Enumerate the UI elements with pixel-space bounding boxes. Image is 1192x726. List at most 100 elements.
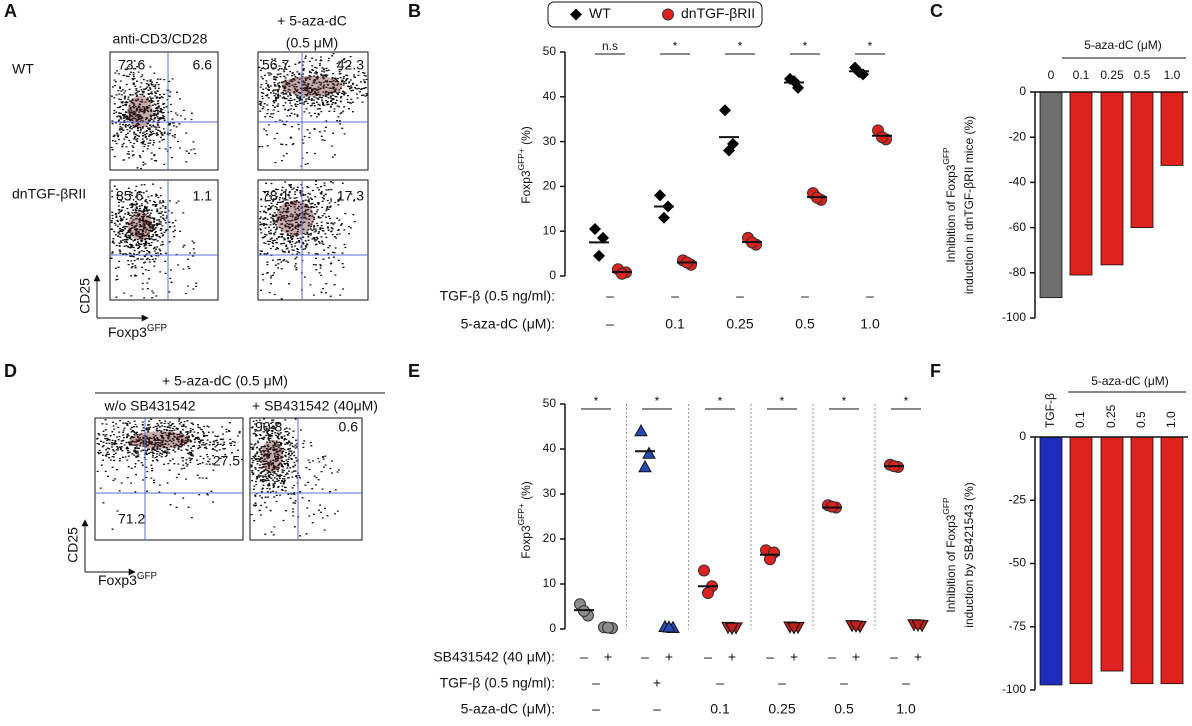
x-tick-label: TGF-β (1043, 393, 1057, 428)
triangle-point (787, 622, 801, 635)
condition-value: – (606, 288, 614, 304)
y-tick-label: -60 (1009, 220, 1027, 234)
flow-plot-frame (257, 51, 369, 171)
condition-label: 5-aza-dC (μM): (461, 701, 555, 717)
significance-label: * (738, 39, 743, 53)
y-tick-label: 40 (543, 441, 557, 455)
label-part: GFP (137, 571, 158, 582)
quadrant-percent: 0.6 (339, 419, 359, 435)
flow-events (250, 418, 340, 537)
significance-label: * (594, 394, 599, 408)
flow-events (96, 418, 243, 530)
y-tick-label: 20 (543, 179, 557, 193)
condition-label: TGF-β (0.5 ng/ml): (440, 288, 555, 304)
diamond-point (597, 231, 609, 244)
significance-label: * (780, 394, 785, 408)
column-label: anti-CD3/CD28 (113, 31, 208, 47)
quadrant-percent: 78.1 (262, 188, 289, 204)
condition-value: – (736, 288, 744, 304)
quadrant-percent: 71.2 (118, 511, 145, 527)
quadrant-percent: 17.3 (337, 188, 364, 204)
column-label: + 5-aza-dC (277, 13, 347, 29)
column-label: w/o SB431542 (103, 398, 195, 414)
y-tick-label: 30 (543, 486, 557, 500)
flow-density (275, 200, 315, 236)
flow-events (258, 53, 369, 167)
y-tick-label: 40 (543, 89, 557, 103)
condition-value: – (716, 675, 724, 691)
flow-events (110, 60, 197, 170)
y-tick-label: 0 (1019, 429, 1026, 443)
triangle-point (911, 619, 925, 632)
condition-value: + (665, 649, 673, 665)
y-axis-label: CD25 (65, 527, 81, 563)
condition-value: – (890, 649, 898, 665)
x-tick-label: 1.0 (1164, 68, 1181, 82)
condition-value: 1.0 (896, 701, 916, 717)
y-tick-label: -20 (1009, 129, 1027, 143)
label-part: GFP+ (516, 148, 526, 170)
condition-value: – (840, 675, 848, 691)
x-axis-label: Foxp3GFP (98, 571, 158, 588)
condition-value: – (580, 649, 588, 665)
bar (1100, 436, 1124, 672)
condition-value: – (606, 316, 614, 332)
diamond-point (719, 104, 731, 117)
bar (1039, 91, 1063, 299)
label-part: (%) (519, 481, 533, 503)
flow-density (260, 440, 284, 472)
y-tick-label: -40 (1009, 175, 1027, 189)
quadrant-percent: 90.8 (255, 419, 282, 435)
y-axis-label: Inhibition of Foxp3GFP (941, 497, 958, 613)
y-axis-label: Foxp3GFP+ (%) (516, 481, 533, 558)
significance-label: * (842, 394, 847, 408)
row-label: WT (12, 61, 34, 77)
bar (1130, 91, 1154, 229)
x-tick-label: 0.5 (1134, 411, 1148, 428)
panel-letter: A (4, 1, 17, 21)
x-tick-label: 0.5 (1134, 68, 1151, 82)
y-tick-label: -100 (1002, 310, 1026, 324)
bar (1100, 91, 1124, 266)
label-part: Foxp3 (108, 324, 147, 340)
y-axis-label: Inhibition of Foxp3GFP (941, 147, 958, 263)
label-part: (%) (519, 126, 533, 148)
label-part: GFP (941, 147, 951, 165)
condition-value: – (641, 649, 649, 665)
y-tick-label: 0 (549, 268, 556, 282)
diamond-point (788, 75, 800, 88)
diamond-point (658, 211, 670, 224)
condition-label: 5-aza-dC (μM): (461, 316, 555, 332)
condition-value: 0.5 (834, 701, 854, 717)
condition-value: – (828, 649, 836, 665)
bar (1069, 91, 1093, 276)
panel-letter: E (408, 361, 420, 381)
panel-header: 5-aza-dC (μM) (1084, 38, 1162, 52)
condition-value: 0.25 (768, 701, 795, 717)
quadrant-percent: 73.6 (118, 57, 145, 73)
condition-value: – (653, 701, 661, 717)
label-part: GFP (941, 497, 951, 515)
label-part: GFP (147, 323, 168, 334)
quadrant-percent: 1.1 (193, 188, 213, 204)
y-tick-label: -75 (1009, 619, 1027, 633)
diamond-point (723, 144, 735, 157)
triangle-point (662, 620, 676, 633)
condition-value: 1.0 (860, 316, 880, 332)
condition-value: 0.1 (665, 316, 685, 332)
significance-label: * (718, 394, 723, 408)
condition-value: – (704, 649, 712, 665)
condition-value: + (852, 649, 860, 665)
condition-value: – (902, 675, 910, 691)
quadrant-percent: 56.7 (262, 57, 289, 73)
condition-value: + (653, 675, 661, 691)
quadrant-percent: 27.5 (213, 453, 240, 469)
condition-value: – (778, 675, 786, 691)
bar (1160, 436, 1184, 685)
panel-letter: C (930, 1, 943, 21)
x-tick-label: 0 (1048, 68, 1055, 82)
quadrant-percent: 85.6 (116, 188, 143, 204)
significance-label: n.s (602, 39, 618, 53)
y-tick-label: 50 (543, 44, 557, 58)
